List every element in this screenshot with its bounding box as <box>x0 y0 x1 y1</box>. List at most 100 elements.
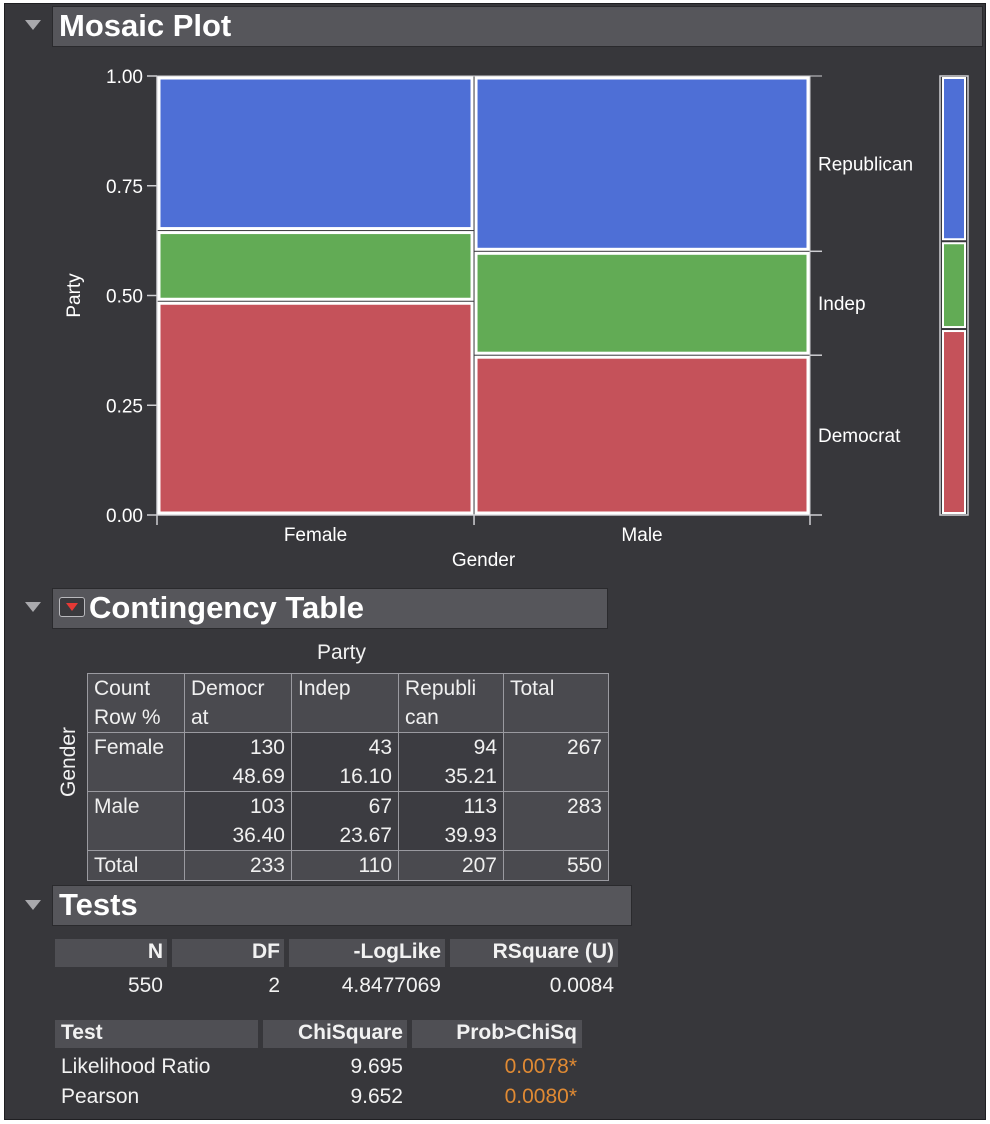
test-header-bar <box>55 1020 258 1048</box>
mosaic-tile <box>157 231 474 301</box>
ct-total: 550 <box>566 854 602 877</box>
ct-count: 267 <box>566 736 602 759</box>
ct-row-male: Male 103 36.40 67 23.67 113 39.93 283 <box>87 791 609 851</box>
red-triangle-menu-icon[interactable] <box>59 596 85 617</box>
ct-total: 233 <box>249 854 285 877</box>
mosaic-chart: 0.00 0.25 0.50 0.75 1.00 Party Female Male Gende… <box>64 67 969 571</box>
ct-cell: 94 35.21 <box>398 732 504 792</box>
summary-header-loglike: -LogLike <box>353 940 442 963</box>
series-label: Republican <box>818 155 913 176</box>
y-tick-label: 0.50 <box>106 287 143 308</box>
ct-row-label: Male <box>87 791 185 851</box>
ct-col-header-line: can <box>405 706 439 729</box>
ct-cell: 110 <box>291 850 399 881</box>
x-axis-label: Gender <box>452 550 516 571</box>
series-label: Indep <box>818 294 866 315</box>
summary-header-bar <box>172 939 284 967</box>
ct-col-header-line: Indep <box>298 677 351 700</box>
mosaic-tile <box>474 251 810 355</box>
ct-cell: 43 16.10 <box>291 732 399 792</box>
ct-cell: 207 <box>398 850 504 881</box>
test-header-test: Test <box>61 1021 103 1044</box>
y-tick-label: 0.25 <box>106 396 143 417</box>
summary-header-bar <box>450 939 618 967</box>
test-row-prob: 0.0080* <box>504 1085 577 1108</box>
contingency-table-title: Contingency Table <box>89 590 365 625</box>
ct-count: 103 <box>185 792 291 821</box>
summary-header-n: N <box>147 940 163 963</box>
ct-empty <box>504 762 608 791</box>
test-row-prob: 0.0078* <box>504 1055 577 1078</box>
ct-row-label: Total <box>87 850 185 881</box>
ct-corner: Count Row % <box>87 673 185 733</box>
ct-col-variable: Party <box>317 641 367 664</box>
ct-cell: 103 36.40 <box>184 791 292 851</box>
ct-cell: 267 <box>503 732 609 792</box>
ct-col-header-line: at <box>191 706 209 729</box>
tests-header[interactable]: Tests <box>52 885 632 926</box>
marginal-tile <box>942 77 966 241</box>
ct-pct: 36.40 <box>185 821 291 850</box>
ct-empty <box>504 821 608 850</box>
y-tick-label: 1.00 <box>106 67 143 88</box>
marginal-tile <box>942 242 966 329</box>
ct-count: 113 <box>399 792 503 821</box>
ct-total: 110 <box>358 854 392 877</box>
test-row-name: Pearson <box>61 1085 140 1108</box>
ct-count: 130 <box>185 733 291 762</box>
x-tick-label: Female <box>284 525 347 546</box>
ct-col-header: Republi can <box>398 673 504 733</box>
mosaic-tile <box>157 76 474 231</box>
ct-cell: 550 <box>503 850 609 881</box>
ct-pct: 35.21 <box>399 762 503 791</box>
ct-row-variable: Gender <box>57 726 80 797</box>
ct-col-header: Indep <box>291 673 399 733</box>
ct-cell: 130 48.69 <box>184 732 292 792</box>
ct-pct: 48.69 <box>185 762 291 791</box>
contingency-table-header[interactable]: Contingency Table <box>52 588 608 629</box>
ct-count: 67 <box>292 792 398 821</box>
ct-row-total: Total 233 110 207 550 <box>87 850 609 881</box>
mosaic-tile <box>157 301 474 515</box>
ct-corner-count: Count <box>94 677 151 700</box>
test-row-name: Likelihood Ratio <box>61 1055 211 1078</box>
contingency-collapse-icon[interactable] <box>25 602 41 612</box>
ct-col-header-line <box>298 703 398 732</box>
report-panel: Mosaic Plot 0.00 0.25 0.50 0.75 1.00 Party Fem… <box>4 3 986 1120</box>
test-header-chisquare: ChiSquare <box>297 1021 403 1044</box>
mosaic-plot-title: Mosaic Plot <box>59 8 232 43</box>
summary-header-bar <box>289 939 445 967</box>
ct-col-header-line: Democr <box>191 677 265 700</box>
mosaic-collapse-icon[interactable] <box>25 20 41 30</box>
summary-value-loglike: 4.8477069 <box>341 974 441 997</box>
ct-total: 207 <box>461 854 497 877</box>
marginal-frame <box>939 75 969 516</box>
ct-col-header: Democr at <box>184 673 292 733</box>
tests-collapse-icon[interactable] <box>25 900 41 910</box>
summary-header-bar <box>55 939 167 967</box>
ct-cell: 233 <box>184 850 292 881</box>
ct-cell: 67 23.67 <box>291 791 399 851</box>
summary-header-rsquare: RSquare (U) <box>492 940 614 963</box>
test-header-bar <box>263 1020 407 1048</box>
ct-corner-rowpct: Row % <box>94 706 161 729</box>
ct-row-label: Female <box>87 732 185 792</box>
ct-pct: 16.10 <box>292 762 398 791</box>
ct-cell: 113 39.93 <box>398 791 504 851</box>
mosaic-plot-header[interactable]: Mosaic Plot <box>52 6 983 47</box>
summary-value-rsquare: 0.0084 <box>549 974 614 997</box>
contingency-table: Count Row % Democr at Indep Republi can … <box>87 673 609 881</box>
ct-col-header-line: Republi <box>405 677 477 700</box>
ct-pct: 39.93 <box>399 821 503 850</box>
test-row-chisq: 9.652 <box>350 1085 403 1108</box>
test-row-chisq: 9.695 <box>350 1055 403 1078</box>
ct-count: 94 <box>399 733 503 762</box>
ct-cell: 283 <box>503 791 609 851</box>
y-axis-label: Party <box>64 273 85 318</box>
ct-col-header: Total <box>503 673 609 733</box>
summary-header-df: DF <box>252 940 280 963</box>
summary-value-df: 2 <box>268 974 280 997</box>
ct-count: 43 <box>292 733 398 762</box>
summary-value-n: 550 <box>127 974 163 997</box>
series-label: Democrat <box>818 426 901 447</box>
